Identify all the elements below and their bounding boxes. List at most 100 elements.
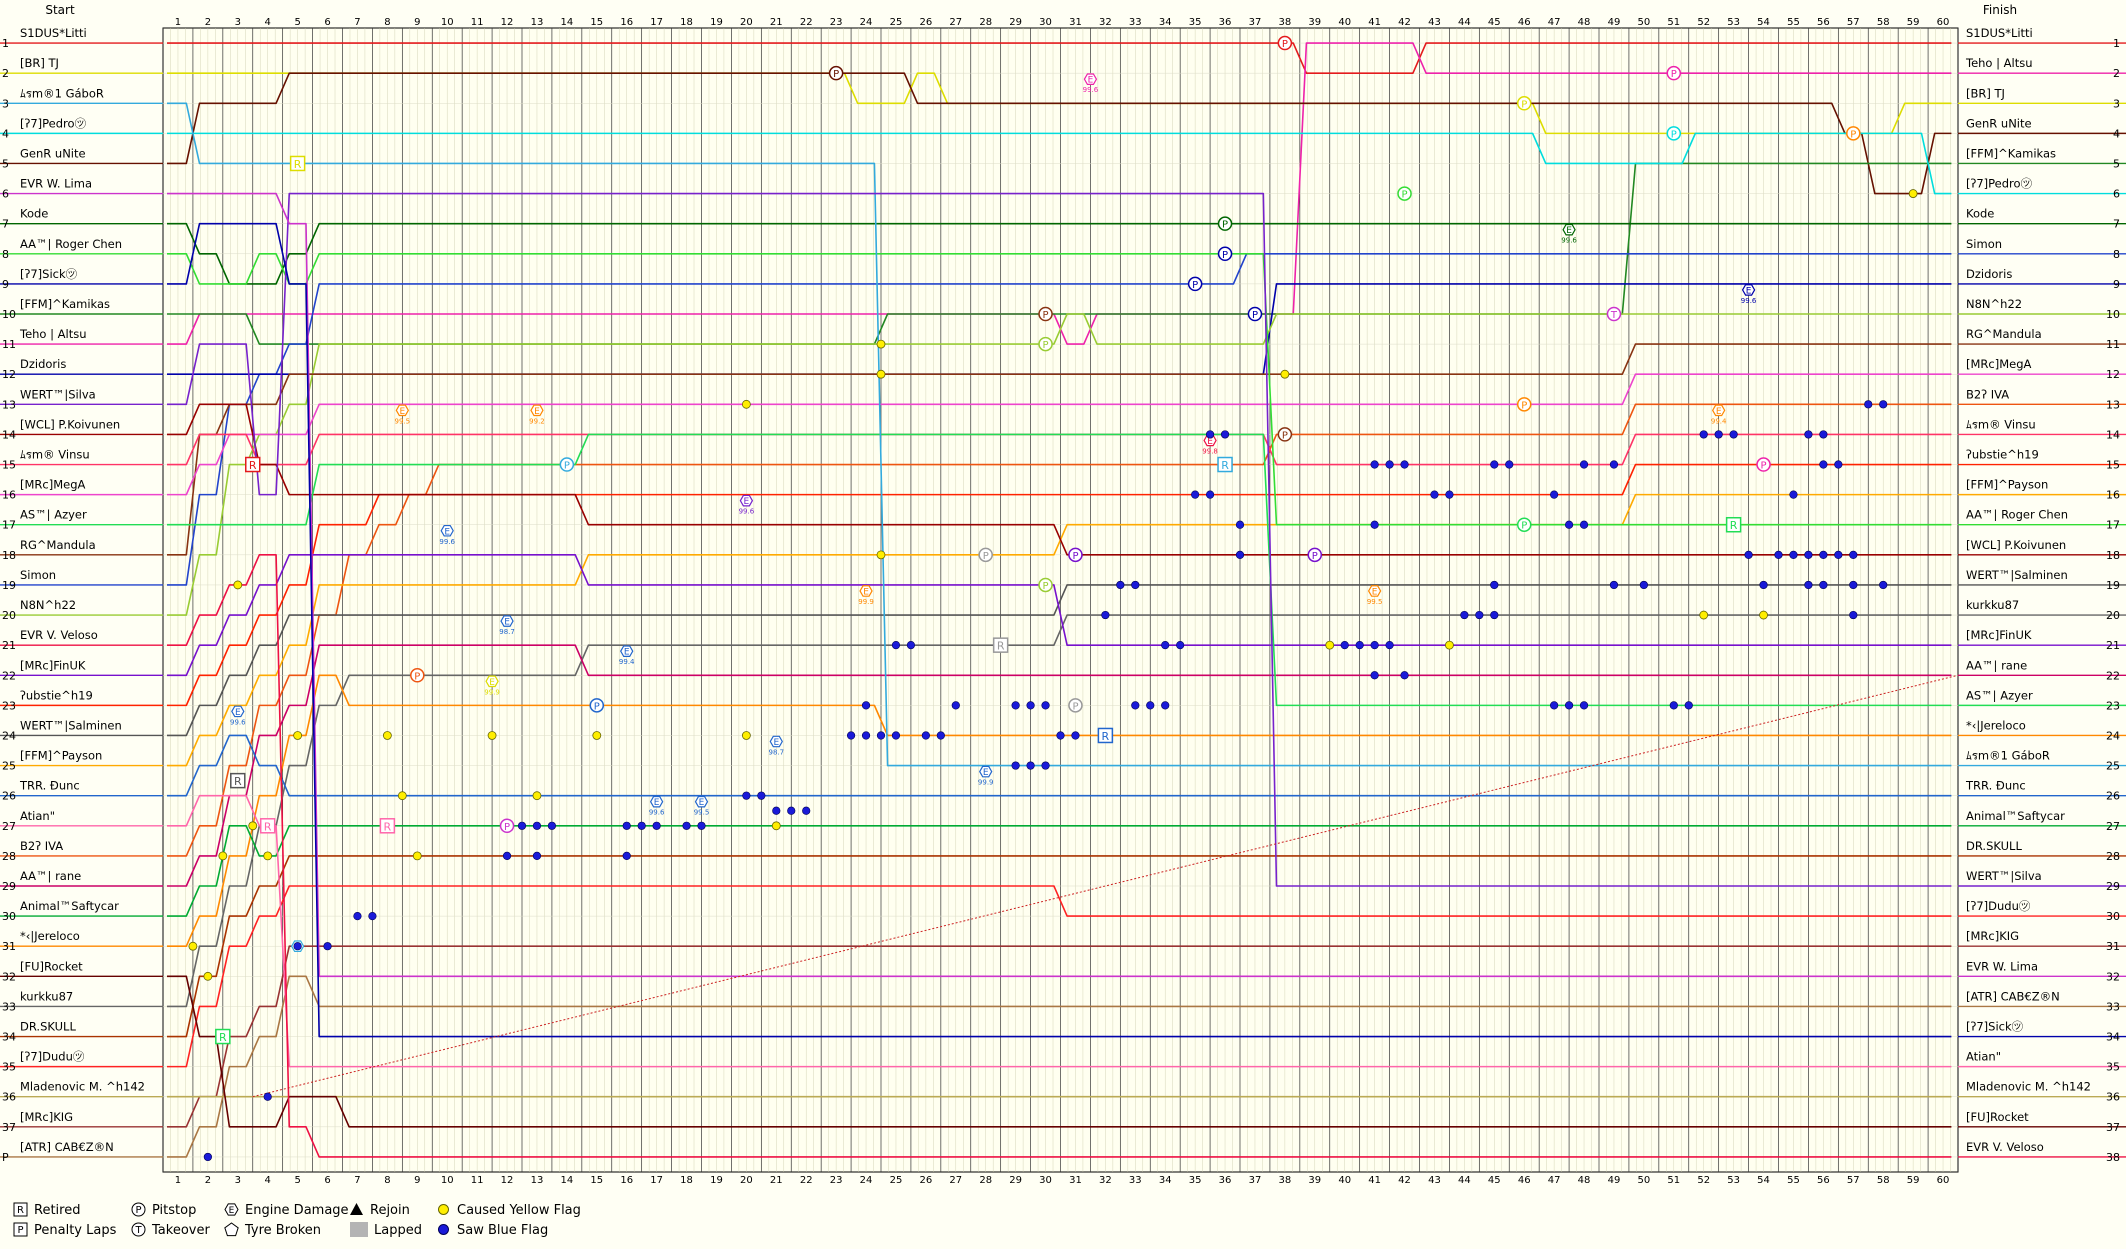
finish-position-number: 14 xyxy=(2106,428,2120,441)
start-position-number: 2 xyxy=(2,67,9,80)
start-position-number: 17 xyxy=(2,519,16,532)
series-layer xyxy=(167,42,1959,1158)
blue-flag-dot xyxy=(1176,641,1185,650)
event-hexagon xyxy=(485,675,499,688)
event-letter: P xyxy=(1671,69,1677,80)
start-driver-name: [FFM]^Kamikas xyxy=(20,297,110,311)
lap-tick-top: 18 xyxy=(680,17,693,28)
lap-tick-bottom: 3 xyxy=(235,1175,241,1186)
finish-position-number: 2 xyxy=(2113,67,2120,80)
start-driver-name: GenR uNite xyxy=(20,146,86,160)
start-position-number: 25 xyxy=(2,760,16,773)
finish-position-number: 25 xyxy=(2106,760,2120,773)
blue-flag-dot xyxy=(1445,490,1454,499)
event-hexagon xyxy=(530,404,544,417)
event-pitstop-marker: P xyxy=(1068,547,1083,563)
legend-blue-dot-icon xyxy=(438,1224,449,1235)
start-position-number: 24 xyxy=(2,729,16,742)
driver-position-line xyxy=(167,433,1952,707)
lap-tick-bottom: 51 xyxy=(1667,1175,1680,1186)
lap-tick-bottom: 50 xyxy=(1638,1175,1651,1186)
legend-symbol: T xyxy=(134,1225,142,1236)
finish-driver-name: [ʔ7]Sick㋡ xyxy=(1966,1020,2024,1034)
blue-flag-dot xyxy=(861,731,871,740)
event-letter: P xyxy=(1252,310,1258,321)
lap-tick-bottom: 22 xyxy=(800,1175,813,1186)
finish-position-number: 29 xyxy=(2106,880,2120,893)
event-pitstop-marker: P xyxy=(1038,577,1053,593)
event-circle xyxy=(1516,96,1532,111)
event-engine-marker: E99.9 xyxy=(858,585,874,606)
blue-flag-dot xyxy=(1699,430,1708,439)
finish-driver-name: [MRc]MegA xyxy=(1966,357,2032,371)
event-pitstop-marker: P xyxy=(1038,336,1053,352)
lap-tick-bottom: 14 xyxy=(561,1175,574,1186)
lap-tick-top: 47 xyxy=(1548,17,1561,28)
event-letter: R xyxy=(264,820,272,833)
lap-tick-top: 28 xyxy=(979,17,992,28)
finish-driver-name: Kode xyxy=(1966,207,1994,221)
event-value: 99.5 xyxy=(395,417,411,425)
event-hexagon xyxy=(1083,73,1098,85)
lap-tick-top: 27 xyxy=(949,17,962,28)
finish-position-number: 12 xyxy=(2106,368,2120,381)
start-driver-name: AA™| rane xyxy=(20,869,81,883)
lap-tick-bottom: 2 xyxy=(205,1175,211,1186)
lap-tick-bottom: 59 xyxy=(1907,1175,1920,1186)
event-retired-marker: R xyxy=(289,155,306,172)
lap-tick-top: 20 xyxy=(740,17,753,28)
event-engine-marker: E99.5 xyxy=(395,404,411,425)
event-square xyxy=(992,637,1009,653)
event-circle xyxy=(1247,306,1263,322)
event-circle xyxy=(1666,126,1682,141)
event-value: 99.6 xyxy=(1561,237,1577,245)
finish-header: Finish xyxy=(1983,3,2017,17)
driver-position-line xyxy=(167,373,1952,496)
event-hexagon xyxy=(1741,284,1756,296)
event-letter: E xyxy=(1566,226,1572,236)
start-driver-name: TRR. Đunc xyxy=(19,779,80,793)
finish-driver-name: [WCL] P.Koivunen xyxy=(1966,538,2066,552)
event-letter: P xyxy=(1521,99,1527,110)
lap-tick-top: 41 xyxy=(1368,17,1381,28)
event-circle xyxy=(1397,186,1412,201)
event-engine-marker: E99.6 xyxy=(439,524,456,546)
event-retired-marker: R xyxy=(1097,727,1114,744)
finish-position-number: 32 xyxy=(2106,970,2120,983)
event-letter: P xyxy=(1072,701,1078,712)
blue-flag-dot xyxy=(547,821,557,830)
event-hexagon xyxy=(1711,404,1726,417)
start-driver-name: EVR V. Veloso xyxy=(20,628,98,642)
event-letter: P xyxy=(1282,39,1288,50)
event-letter: P xyxy=(1043,340,1049,351)
event-engine-marker: E99.6 xyxy=(739,494,755,516)
event-letter: E xyxy=(489,678,495,688)
yellow-flag-dot xyxy=(1908,189,1918,198)
event-circle xyxy=(559,457,575,472)
lap-tick-top: 4 xyxy=(265,17,271,28)
start-driver-name: B2ʔ IVA xyxy=(20,839,63,853)
legend-label: Pitstop xyxy=(152,1203,196,1218)
blue-flag-dot xyxy=(1819,580,1828,590)
blue-flag-dot xyxy=(1026,761,1035,770)
lap-tick-top: 44 xyxy=(1458,17,1471,28)
lap-tick-top: 34 xyxy=(1159,17,1172,28)
event-engine-marker: E99.9 xyxy=(484,675,500,696)
blue-flag-dot xyxy=(1235,550,1245,559)
event-letter: P xyxy=(1671,129,1677,140)
event-engine-marker: E99.5 xyxy=(694,795,709,817)
legend-item: Lapped xyxy=(350,1222,422,1238)
blue-flag-dot xyxy=(1819,460,1828,469)
driver-position-line xyxy=(167,614,1952,1008)
blue-flag-dot xyxy=(1220,430,1230,439)
lap-tick-bottom: 13 xyxy=(531,1175,544,1186)
finish-driver-name: WERT™|Silva xyxy=(1966,869,2042,883)
axis-labels-layer: 1122334455667788991010111112121313141415… xyxy=(2,3,2120,1186)
event-square xyxy=(379,818,396,834)
lap-tick-top: 19 xyxy=(710,17,723,28)
lap-tick-bottom: 41 xyxy=(1368,1175,1381,1186)
driver-position-line xyxy=(167,222,1952,1038)
legend-pentagon-icon xyxy=(224,1222,239,1237)
event-hexagon xyxy=(1367,585,1382,597)
legend-circle-icon xyxy=(131,1202,146,1217)
